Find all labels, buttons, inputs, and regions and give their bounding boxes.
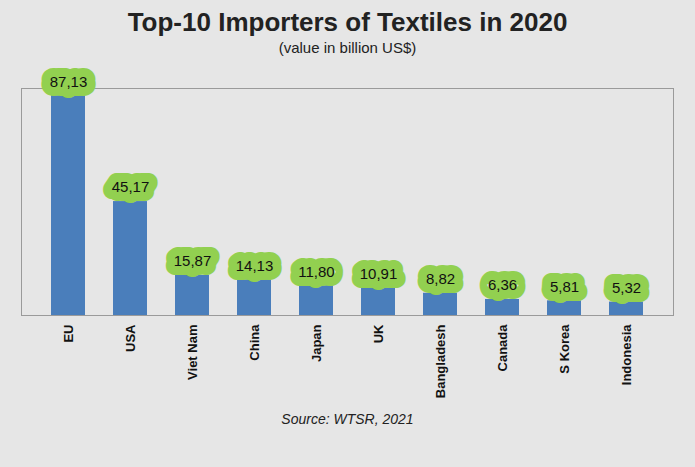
svg-text:15,87: 15,87	[174, 252, 212, 269]
svg-text:6,36: 6,36	[488, 276, 517, 293]
svg-text:45,17: 45,17	[112, 178, 150, 195]
html-text:Top-10 Importers of Textiles i: Top-10 Importers of Textiles in 2020	[127, 7, 568, 37]
svg-text:5,32: 5,32	[612, 279, 641, 296]
svg-text:China: China	[247, 324, 262, 361]
svg-text:Indonesia: Indonesia	[619, 324, 634, 385]
svg-text:Bangladesh: Bangladesh	[433, 324, 448, 398]
svg-text:14,13: 14,13	[236, 257, 274, 274]
svg-text:87,13: 87,13	[50, 73, 88, 90]
svg-text:USA: USA	[123, 324, 138, 352]
svg-text:5,81: 5,81	[550, 278, 579, 295]
svg-text:EU: EU	[61, 325, 76, 343]
svg-text:S Korea: S Korea	[557, 324, 572, 374]
html-text:Source: WTSR, 2021: Source: WTSR, 2021	[281, 411, 414, 427]
svg-text:Canada: Canada	[495, 324, 510, 372]
html-text:(value in billion US$): (value in billion US$)	[278, 39, 417, 56]
svg-text:8,82: 8,82	[426, 270, 455, 287]
svg-text:11,80: 11,80	[298, 263, 334, 280]
svg-text:Japan: Japan	[309, 324, 324, 362]
svg-text:10,91: 10,91	[360, 265, 398, 282]
svg-text:Viet Nam: Viet Nam	[185, 325, 200, 380]
svg-text:UK: UK	[371, 324, 386, 343]
